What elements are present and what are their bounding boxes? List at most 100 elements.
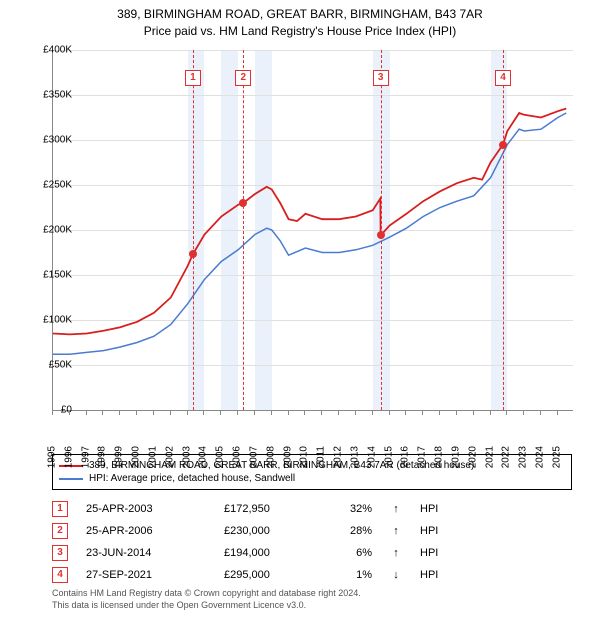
title-block: 389, BIRMINGHAM ROAD, GREAT BARR, BIRMIN… <box>0 0 600 40</box>
x-tick-label: 2005 <box>215 446 226 468</box>
x-tick-mark <box>490 410 491 415</box>
event-date: 25-APR-2006 <box>86 525 206 537</box>
x-tick-mark <box>102 410 103 415</box>
footer-line2: This data is licensed under the Open Gov… <box>52 600 361 612</box>
x-tick-mark <box>86 410 87 415</box>
event-suffix: HPI <box>420 503 450 515</box>
event-suffix: HPI <box>420 525 450 537</box>
x-tick-label: 2000 <box>131 446 142 468</box>
x-tick-label: 2013 <box>349 446 360 468</box>
x-tick-label: 2023 <box>518 446 529 468</box>
x-tick-label: 2017 <box>417 446 428 468</box>
x-tick-label: 2010 <box>299 446 310 468</box>
x-tick-mark <box>355 410 356 415</box>
event-price: £194,000 <box>224 547 304 559</box>
title-line2: Price paid vs. HM Land Registry's House … <box>0 23 600 40</box>
x-tick-mark <box>557 410 558 415</box>
x-tick-mark <box>473 410 474 415</box>
event-marker-box: 4 <box>495 70 511 86</box>
x-tick-label: 2018 <box>434 446 445 468</box>
x-tick-mark <box>422 410 423 415</box>
x-tick-mark <box>254 410 255 415</box>
x-tick-label: 2016 <box>400 446 411 468</box>
chart-area: 1234 <box>52 50 573 411</box>
event-marker-box: 2 <box>235 70 251 86</box>
event-num-box: 3 <box>52 545 68 561</box>
x-tick-mark <box>271 410 272 415</box>
footer: Contains HM Land Registry data © Crown c… <box>52 588 361 611</box>
x-tick-mark <box>203 410 204 415</box>
event-line <box>503 50 504 410</box>
x-tick-label: 1998 <box>97 446 108 468</box>
event-date: 23-JUN-2014 <box>86 547 206 559</box>
event-marker-box: 3 <box>373 70 389 86</box>
event-suffix: HPI <box>420 569 450 581</box>
series-line-red <box>53 109 566 335</box>
x-tick-mark <box>237 410 238 415</box>
event-dot <box>239 199 247 207</box>
event-row: 3 23-JUN-2014 £194,000 6% ↑ HPI <box>52 542 572 564</box>
y-tick-label: £200K <box>28 225 72 236</box>
x-tick-label: 2020 <box>467 446 478 468</box>
legend-swatch-blue <box>59 478 83 480</box>
x-tick-label: 2014 <box>366 446 377 468</box>
x-tick-mark <box>523 410 524 415</box>
event-dot <box>189 250 197 258</box>
event-num-box: 2 <box>52 523 68 539</box>
x-tick-mark <box>288 410 289 415</box>
event-arrow-icon: ↓ <box>390 569 402 581</box>
x-tick-mark <box>220 410 221 415</box>
chart-svg <box>53 50 573 410</box>
x-tick-label: 1996 <box>63 446 74 468</box>
y-tick-label: £350K <box>28 90 72 101</box>
event-pct: 6% <box>322 547 372 559</box>
x-tick-label: 2021 <box>484 446 495 468</box>
event-pct: 1% <box>322 569 372 581</box>
y-tick-label: £150K <box>28 270 72 281</box>
x-tick-label: 2015 <box>383 446 394 468</box>
x-tick-label: 2022 <box>501 446 512 468</box>
x-tick-label: 2008 <box>265 446 276 468</box>
y-tick-label: £400K <box>28 45 72 56</box>
title-line1: 389, BIRMINGHAM ROAD, GREAT BARR, BIRMIN… <box>0 6 600 23</box>
event-suffix: HPI <box>420 547 450 559</box>
x-tick-label: 1997 <box>80 446 91 468</box>
event-row: 427-SEP-2021£295,0001%↓HPI <box>52 564 572 586</box>
x-tick-mark <box>439 410 440 415</box>
event-pct: 28% <box>322 525 372 537</box>
y-tick-label: £100K <box>28 315 72 326</box>
legend-label: HPI: Average price, detached house, Sand… <box>89 473 295 484</box>
x-tick-label: 1999 <box>114 446 125 468</box>
x-tick-mark <box>506 410 507 415</box>
event-pct: 32% <box>322 503 372 515</box>
y-tick-label: £250K <box>28 180 72 191</box>
x-tick-label: 2009 <box>282 446 293 468</box>
x-tick-mark <box>389 410 390 415</box>
x-tick-mark <box>540 410 541 415</box>
x-tick-mark <box>52 410 53 415</box>
x-tick-mark <box>119 410 120 415</box>
x-tick-label: 2007 <box>248 446 259 468</box>
y-tick-label: £0 <box>28 405 72 416</box>
x-tick-label: 2003 <box>181 446 192 468</box>
x-tick-mark <box>69 410 70 415</box>
x-tick-mark <box>170 410 171 415</box>
x-tick-mark <box>456 410 457 415</box>
x-tick-label: 2004 <box>198 446 209 468</box>
legend-row: HPI: Average price, detached house, Sand… <box>59 472 565 485</box>
event-row: 225-APR-2006£230,00028%↑HPI <box>52 520 572 542</box>
x-tick-label: 1995 <box>47 446 58 468</box>
x-tick-mark <box>338 410 339 415</box>
y-tick-label: £50K <box>28 360 72 371</box>
x-tick-label: 2001 <box>147 446 158 468</box>
event-num-box: 1 <box>52 501 68 517</box>
event-date: 27-SEP-2021 <box>86 569 206 581</box>
event-price: £172,950 <box>224 503 304 515</box>
event-arrow-icon: ↑ <box>390 547 402 559</box>
x-tick-mark <box>405 410 406 415</box>
x-tick-label: 2006 <box>232 446 243 468</box>
footer-line1: Contains HM Land Registry data © Crown c… <box>52 588 361 600</box>
event-line <box>243 50 244 410</box>
event-arrow-icon: ↑ <box>390 503 402 515</box>
event-dot <box>499 141 507 149</box>
